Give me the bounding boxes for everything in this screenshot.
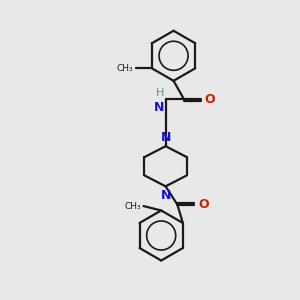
Text: H: H [156, 88, 164, 98]
Text: N: N [160, 131, 171, 144]
Text: O: O [205, 93, 215, 106]
Text: O: O [198, 198, 208, 211]
Text: N: N [160, 189, 171, 202]
Text: CH₃: CH₃ [124, 202, 141, 211]
Text: CH₃: CH₃ [117, 64, 133, 73]
Text: N: N [154, 100, 164, 113]
